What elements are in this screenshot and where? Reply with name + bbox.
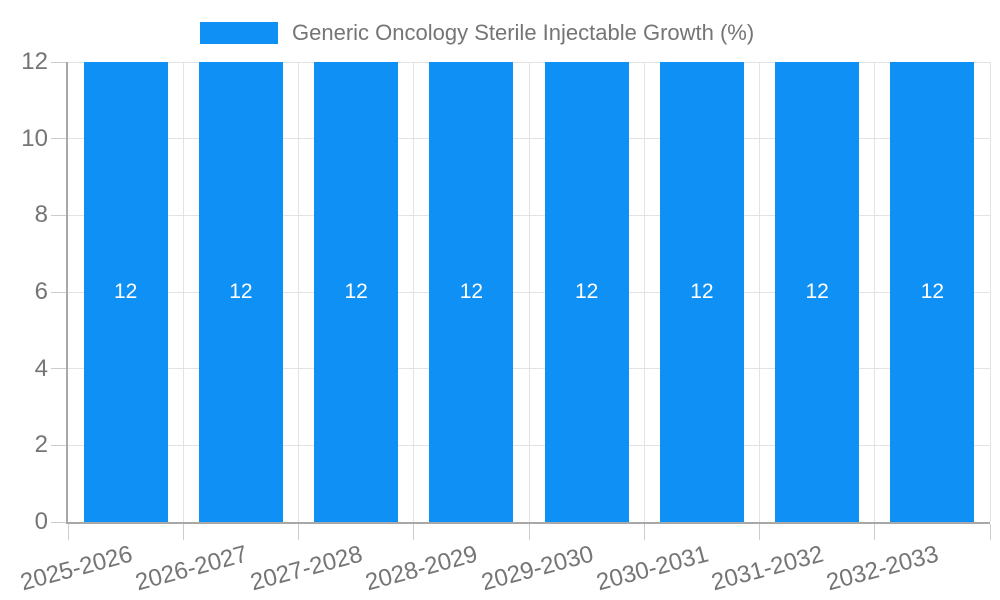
- legend-swatch: [200, 22, 278, 44]
- x-axis-line: [66, 522, 990, 524]
- y-axis-label: 12: [21, 48, 48, 75]
- bar-2028-2029: [429, 62, 514, 522]
- chart-legend: Generic Oncology Sterile Injectable Grow…: [200, 19, 754, 47]
- y-axis-tick: [51, 291, 68, 293]
- bar-2026-2027: [198, 62, 283, 522]
- y-axis-label: 6: [34, 278, 48, 305]
- y-axis-tick: [51, 521, 68, 523]
- bar-2032-2033: [890, 62, 975, 522]
- y-axis-label: 0: [34, 508, 48, 535]
- legend-label: Generic Oncology Sterile Injectable Grow…: [292, 20, 755, 45]
- plot-area: 0 2 4 6 8 10 12 12 2025-2026 12 2026-2027 12 2027-20…: [17, 48, 991, 596]
- bar-value-label: 12: [574, 280, 599, 303]
- y-axis-tick: [51, 368, 68, 370]
- gridline-vertical: [989, 62, 991, 522]
- bar-2025-2026: [83, 62, 168, 522]
- bar-2027-2028: [314, 62, 399, 522]
- x-axis-tick: [182, 524, 184, 540]
- x-axis-tick: [759, 524, 760, 540]
- gridline-vertical: [182, 62, 184, 522]
- bar-2031-2032: [775, 62, 860, 522]
- y-axis-tick: [51, 61, 68, 63]
- bar-value-label: 12: [920, 280, 945, 303]
- bar-value-label: 12: [805, 280, 829, 303]
- y-axis-label: 8: [34, 201, 48, 229]
- bar-value-label: 12: [229, 280, 253, 303]
- x-axis-tick: [528, 524, 530, 540]
- y-axis-tick: [51, 138, 68, 140]
- x-axis-tick: [989, 524, 991, 540]
- x-axis-tick: [874, 524, 876, 540]
- gridline-vertical: [874, 62, 876, 522]
- bar-2029-2030: [544, 62, 629, 522]
- y-axis-line: [66, 62, 68, 524]
- gridline-vertical: [528, 62, 530, 522]
- bar-value-label: 12: [690, 280, 714, 303]
- bar-value-label: 12: [344, 280, 368, 303]
- y-axis-label: 4: [34, 354, 48, 382]
- gridline-vertical: [298, 62, 299, 522]
- x-axis-tick: [643, 524, 645, 540]
- y-axis-label: 2: [34, 431, 48, 459]
- y-axis-tick: [51, 214, 68, 216]
- gridline-vertical: [759, 62, 760, 522]
- gridline-vertical: [643, 62, 645, 522]
- bar-value-label: 12: [459, 280, 484, 303]
- gridline-vertical: [413, 62, 415, 522]
- x-axis-tick: [298, 524, 299, 540]
- bar-2030-2031: [659, 62, 744, 522]
- x-axis-tick: [67, 524, 69, 540]
- y-axis-tick: [51, 444, 68, 446]
- x-axis-tick: [413, 524, 415, 540]
- bar-value-label: 12: [113, 280, 138, 303]
- y-axis-label: 10: [21, 124, 48, 152]
